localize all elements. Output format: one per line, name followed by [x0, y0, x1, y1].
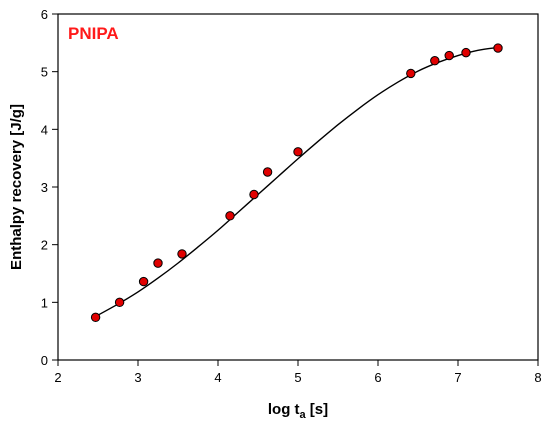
data-point — [493, 43, 503, 53]
y-tick-label: 3 — [41, 180, 48, 195]
fit-curve — [93, 46, 499, 318]
y-tick-label: 0 — [41, 353, 48, 368]
data-point — [262, 167, 273, 177]
x-tick-label: 8 — [534, 370, 541, 385]
data-point — [430, 56, 440, 66]
data-points — [90, 43, 503, 323]
data-point — [225, 211, 235, 221]
y-axis-ticks: 0 1 2 3 4 5 6 — [41, 7, 58, 368]
data-point — [90, 312, 101, 323]
x-axis-label-main: log t — [268, 401, 300, 418]
x-axis-label-suffix: [s] — [306, 401, 329, 418]
x-tick-label: 7 — [454, 370, 461, 385]
data-point — [114, 297, 125, 308]
y-tick-label: 1 — [41, 295, 48, 310]
x-tick-label: 5 — [294, 370, 301, 385]
plot-frame — [57, 13, 539, 361]
data-point — [293, 147, 303, 157]
y-tick-label: 6 — [41, 7, 48, 22]
x-tick-label: 2 — [54, 370, 61, 385]
data-point — [406, 68, 416, 79]
x-axis-label: log ta [s] — [268, 401, 328, 421]
data-point — [138, 276, 149, 287]
x-tick-label: 4 — [214, 370, 221, 385]
y-tick-label: 5 — [41, 65, 48, 80]
x-axis-label-subscript: a — [300, 409, 307, 421]
y-tick-label: 4 — [41, 122, 48, 137]
x-axis-ticks: 2 3 4 5 6 7 8 — [54, 360, 542, 385]
y-axis-label: Enthalpy recovery [J/g] — [8, 104, 25, 270]
data-point — [461, 47, 471, 58]
data-point — [444, 50, 454, 61]
y-tick-label: 2 — [41, 238, 48, 253]
data-point — [249, 189, 259, 200]
chart-title: PNIPA — [68, 24, 119, 43]
x-tick-label: 6 — [374, 370, 381, 385]
data-point — [153, 258, 163, 268]
x-tick-label: 3 — [134, 370, 141, 385]
data-point — [177, 249, 187, 259]
